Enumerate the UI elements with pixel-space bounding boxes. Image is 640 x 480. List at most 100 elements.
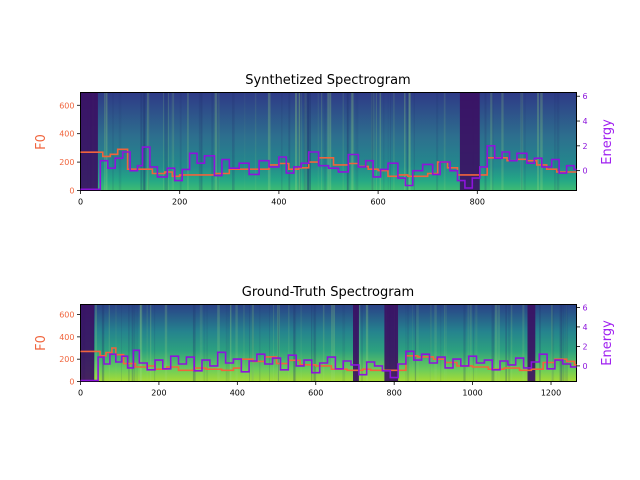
spectrogram-texture — [300, 304, 303, 382]
spectrogram-texture — [300, 92, 302, 191]
x-tick-label: 600 — [370, 198, 385, 207]
spectrogram-texture — [142, 92, 145, 191]
spectrogram-texture — [429, 304, 432, 382]
spectrogram-texture — [406, 304, 410, 382]
spectrogram-texture — [304, 92, 307, 191]
spectrogram-texture — [317, 92, 320, 191]
spectrogram-texture — [179, 92, 182, 191]
spectrogram-texture — [165, 92, 168, 191]
spectrogram-silence — [80, 92, 98, 191]
spectrogram-texture — [359, 304, 361, 382]
spectrogram-texture — [508, 304, 511, 382]
y-tick-label: 200 — [59, 355, 74, 364]
spectrogram-texture — [539, 304, 541, 382]
spectrogram-texture — [273, 304, 275, 382]
spectrogram-texture — [390, 92, 391, 191]
y2-tick-label: 4 — [583, 323, 588, 332]
spectrogram-texture — [413, 92, 415, 191]
spectrogram-texture — [277, 304, 280, 382]
spectrogram-texture — [491, 304, 495, 382]
spectrogram-texture — [148, 92, 150, 191]
spectrogram-texture — [325, 92, 327, 191]
spectrogram-texture — [346, 92, 348, 191]
spectrogram-texture — [303, 92, 307, 191]
panel-synthetized: Synthetized Spectrogram 0 200 400 600 800 0 2… — [34, 73, 615, 207]
spectrogram-texture — [163, 92, 164, 191]
spectrogram-texture — [554, 92, 556, 191]
spectrogram-texture — [444, 304, 447, 382]
spectrogram-texture — [327, 92, 330, 191]
spectrogram-texture — [269, 304, 270, 382]
spectrogram-texture — [492, 92, 494, 191]
x-axis-2: 0 200 400 600 800 1000 1200 — [78, 381, 561, 398]
spectrogram-texture — [200, 92, 203, 191]
spectrogram-texture — [288, 92, 291, 191]
spectrogram-texture — [199, 304, 203, 382]
y-axis-label-energy-2: Energy — [600, 320, 615, 366]
spectrogram-texture — [187, 92, 189, 191]
y-axis-right-2: 0 2 4 6 — [576, 303, 588, 371]
spectrogram-texture — [434, 304, 437, 382]
y-tick-label: 400 — [59, 130, 74, 139]
spectrogram-texture — [505, 304, 507, 382]
spectrogram-texture — [563, 304, 565, 382]
spectrogram-texture — [436, 92, 439, 191]
x-tick-label: 800 — [387, 389, 402, 398]
spectrogram-texture — [230, 304, 232, 382]
x-tick-label: 0 — [78, 389, 83, 398]
spectrogram-texture — [217, 92, 220, 191]
spectrogram-texture — [139, 304, 143, 382]
spectrogram-texture — [217, 92, 219, 191]
x-tick-label: 200 — [172, 198, 187, 207]
spectrogram-texture — [172, 92, 175, 191]
spectrogram-texture — [414, 304, 417, 382]
spectrogram-texture — [133, 304, 136, 382]
spectrogram-texture — [365, 304, 369, 382]
spectrogram-texture — [371, 92, 374, 191]
panel-ground-truth: Ground-Truth Spectrogram 0 200 400 600 800 10… — [34, 285, 615, 398]
y-tick-label: 0 — [69, 187, 74, 196]
y-axis-left-1: 0 200 400 600 — [59, 101, 81, 196]
spectrogram-texture — [212, 92, 216, 191]
spectrogram-texture — [298, 92, 300, 191]
spectrogram-texture — [467, 304, 470, 382]
spectrogram-texture — [121, 304, 122, 382]
spectrogram-texture — [147, 92, 150, 191]
spectrogram-silence — [353, 304, 359, 382]
spectrogram-texture — [375, 92, 377, 191]
spectrogram-texture — [356, 92, 359, 191]
spectrogram-texture — [313, 304, 315, 382]
y-tick-label: 600 — [59, 311, 74, 320]
spectrogram-texture — [217, 304, 220, 382]
spectrogram-texture — [101, 304, 105, 382]
spectrogram-texture — [198, 92, 202, 191]
spectrogram-texture — [267, 92, 271, 191]
f0-line-2 — [80, 347, 577, 372]
spectrogram-texture — [473, 304, 474, 382]
spectrogram-texture — [562, 304, 564, 382]
spectrogram-texture — [404, 92, 406, 191]
spectrogram-texture — [565, 304, 568, 382]
spectrogram-texture — [383, 92, 385, 191]
spectrogram-image-1 — [80, 92, 577, 191]
spectrogram-texture — [524, 92, 526, 191]
spectrogram-texture — [171, 92, 174, 191]
spectrogram-texture — [140, 92, 142, 191]
energy-line-2 — [80, 349, 577, 382]
spectrogram-texture — [277, 304, 279, 382]
spectrogram-texture — [346, 92, 350, 191]
spectrogram-texture — [351, 92, 354, 191]
spectrogram-texture — [105, 92, 108, 191]
spectrogram-texture — [323, 92, 326, 191]
spectrogram-texture — [193, 304, 196, 382]
spectrogram-texture — [405, 304, 406, 382]
spectrogram-texture — [154, 304, 156, 382]
spectrogram-texture — [277, 304, 280, 382]
spectrogram-texture — [321, 92, 323, 191]
spectrogram-texture — [372, 92, 375, 191]
spectrogram-texture — [244, 92, 246, 191]
spectrogram-texture — [108, 304, 110, 382]
panel-2-title: Ground-Truth Spectrogram — [242, 285, 414, 300]
spectrogram-texture — [371, 92, 373, 191]
spectrogram-texture — [306, 92, 310, 191]
